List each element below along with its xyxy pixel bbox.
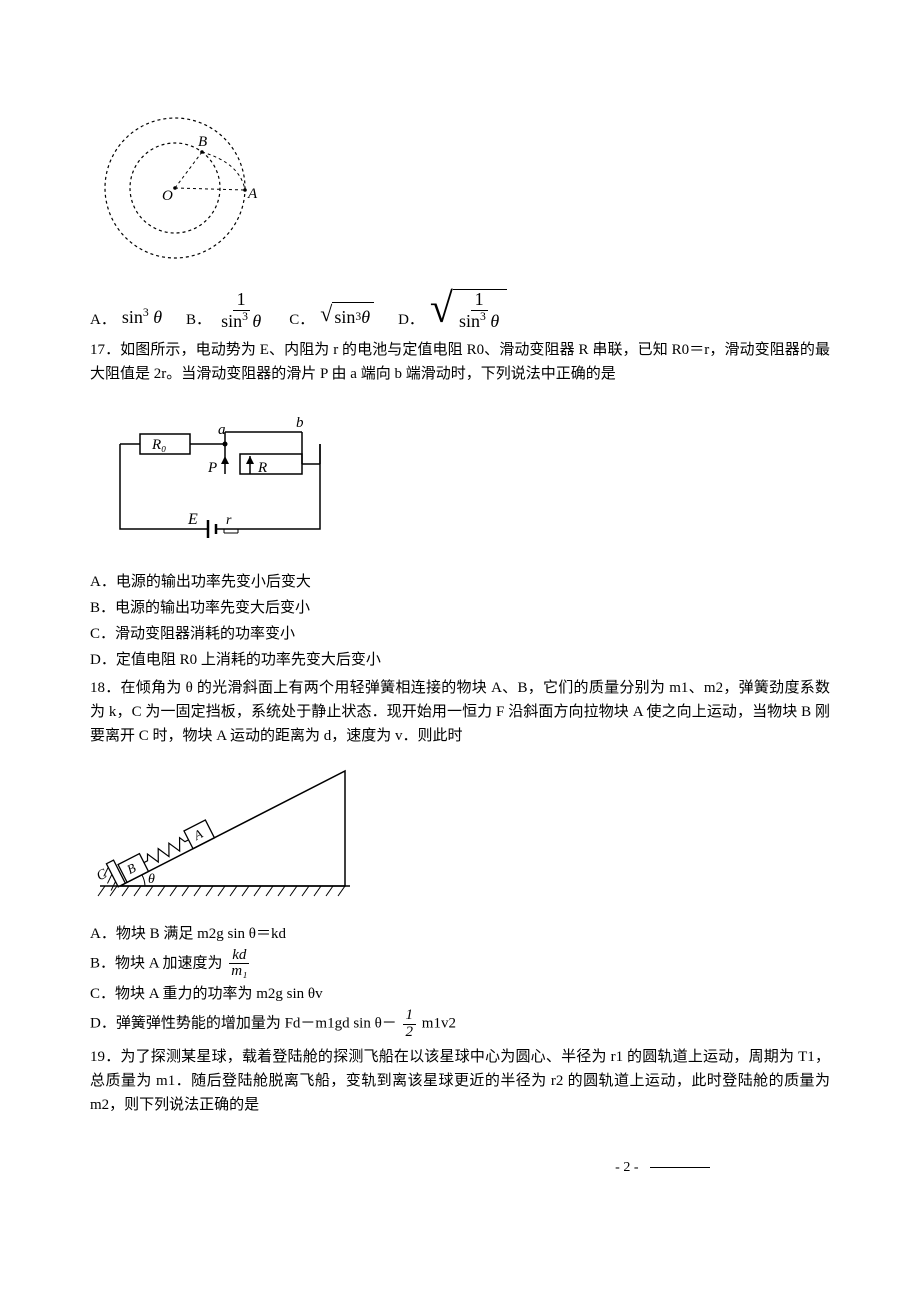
- incline-svg: θ C B A: [90, 756, 370, 906]
- sqrt-icon: √: [430, 291, 453, 334]
- label-theta: θ: [148, 872, 155, 887]
- opt-expr: √ 1 sin3 θ: [430, 289, 507, 332]
- q18-options: A．物块 B 满足 m2g sin θ＝kd B．物块 A 加速度为 kd m₁…: [90, 922, 830, 1041]
- q17-option-C: C．滑动变阻器消耗的功率变小: [90, 622, 830, 646]
- opt-text: m1v2: [422, 1016, 456, 1032]
- label-P: P: [207, 460, 217, 476]
- q17-option-A: A．电源的输出功率先变小后变大: [90, 570, 830, 594]
- opt-text: B．物块 A 加速度为: [90, 955, 223, 971]
- q16-option-D: D． √ 1 sin3 θ: [398, 289, 507, 332]
- opt-expr: √ sin3 θ: [320, 302, 374, 332]
- q18-stem: 18．在倾角为 θ 的光滑斜面上有两个用轻弹簧相连接的物块 A、B，它们的质量分…: [90, 676, 830, 748]
- label-O: O: [162, 188, 173, 204]
- label-B: B: [198, 134, 207, 150]
- svg-text:B: B: [124, 860, 138, 877]
- q16-options: A． sin3 θ B． 1 sin3 θ C． √ sin3 θ D． √: [90, 289, 830, 332]
- q17-option-B: B．电源的输出功率先变大后变小: [90, 596, 830, 620]
- q16-figure: O A B: [90, 108, 830, 281]
- opt-label: B．: [186, 308, 211, 332]
- q18-option-C: C．物块 A 重力的功率为 m2g sin θv: [90, 982, 830, 1006]
- label-R0: R₀: [151, 437, 166, 453]
- opt-text: D．弹簧弹性势能的增加量为 Fd－m1gd sin θ－: [90, 1016, 397, 1032]
- opt-label: C．: [289, 308, 314, 332]
- label-r: r: [226, 513, 232, 528]
- q19-stem: 19．为了探测某星球，载着登陆舱的探测飞船在以该星球中心为圆心、半径为 r1 的…: [90, 1045, 830, 1117]
- page-container: O A B A． sin3 θ B． 1 sin3 θ: [0, 0, 920, 1239]
- q17-circuit-figure: R₀ a P b R: [90, 394, 830, 562]
- orbits-svg: O A B: [90, 108, 270, 273]
- circuit-svg: R₀ a P b R: [90, 394, 350, 554]
- sqrt-icon: √: [320, 303, 332, 333]
- q18-option-A: A．物块 B 满足 m2g sin θ＝kd: [90, 922, 830, 946]
- label-R: R: [257, 460, 267, 476]
- fraction: kd m₁: [228, 948, 250, 981]
- q17-option-D: D．定值电阻 R0 上消耗的功率先变大后变小: [90, 648, 830, 672]
- label-A: A: [247, 186, 258, 202]
- q17-stem: 17．如图所示，电动势为 E、内阻为 r 的电池与定值电阻 R0、滑动变阻器 R…: [90, 338, 830, 386]
- q18-option-D: D．弹簧弹性势能的增加量为 Fd－m1gd sin θ－ 1 2 m1v2: [90, 1008, 830, 1041]
- footer-rule: [650, 1167, 710, 1168]
- opt-label: D．: [398, 308, 424, 332]
- q18-incline-figure: θ C B A: [90, 756, 830, 914]
- q16-option-C: C． √ sin3 θ: [289, 302, 374, 332]
- opt-expr: sin3 θ: [122, 303, 162, 332]
- svg-text:A: A: [190, 826, 205, 843]
- page-footer: - 2 -: [90, 1157, 830, 1179]
- q16-option-B: B． 1 sin3 θ: [186, 290, 265, 332]
- label-E: E: [187, 511, 198, 528]
- page-number: - 2 -: [615, 1160, 638, 1175]
- fraction: 1 2: [403, 1008, 417, 1041]
- opt-label: A．: [90, 308, 116, 332]
- label-b: b: [296, 415, 304, 431]
- opt-expr: 1 sin3 θ: [217, 290, 265, 332]
- q18-option-B: B．物块 A 加速度为 kd m₁: [90, 948, 830, 981]
- q17-options: A．电源的输出功率先变小后变大 B．电源的输出功率先变大后变小 C．滑动变阻器消…: [90, 570, 830, 672]
- q16-option-A: A． sin3 θ: [90, 303, 162, 332]
